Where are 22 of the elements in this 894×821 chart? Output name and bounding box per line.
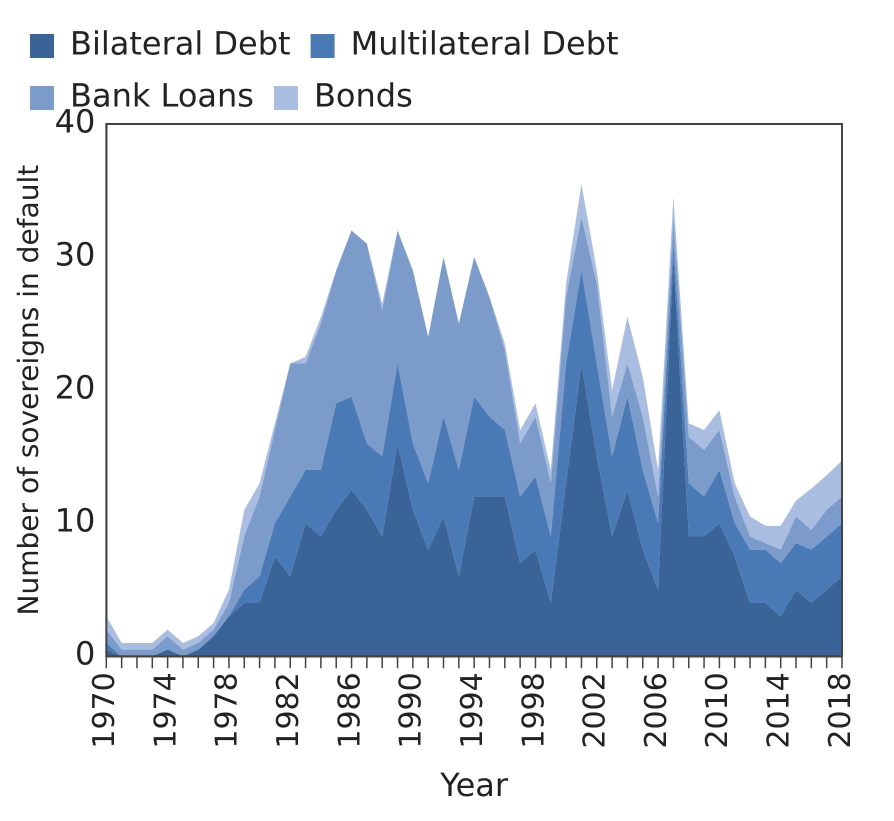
x-tick-label: 1990 — [394, 672, 429, 749]
y-axis-title: Number of sovereigns in default — [12, 164, 46, 616]
x-tick-label: 1982 — [271, 672, 306, 749]
x-tick-label: 2006 — [638, 672, 674, 749]
x-tick-label: 1970 — [87, 672, 122, 749]
legend-label: Bonds — [314, 76, 413, 114]
x-tick-label: 2002 — [578, 672, 613, 749]
legend-label: Bilateral Debt — [70, 24, 291, 62]
y-tick-label: 0 — [74, 634, 96, 673]
y-tick-label: 20 — [54, 368, 96, 406]
x-tick-label: 1978 — [210, 672, 245, 749]
x-tick-label: 1994 — [454, 672, 490, 749]
legend-label: Multilateral Debt — [350, 24, 619, 62]
x-tick-label: 2010 — [700, 672, 736, 749]
y-tick-label: 30 — [54, 235, 96, 274]
x-axis-title: Year — [439, 766, 509, 804]
x-tick-label: 1974 — [148, 672, 184, 749]
x-tick-label: 2018 — [822, 672, 858, 749]
x-tick-label: 1998 — [516, 672, 552, 749]
x-tick-label: 2014 — [761, 672, 796, 749]
y-tick-label: 10 — [54, 502, 96, 540]
x-tick-label: 1986 — [332, 672, 368, 749]
